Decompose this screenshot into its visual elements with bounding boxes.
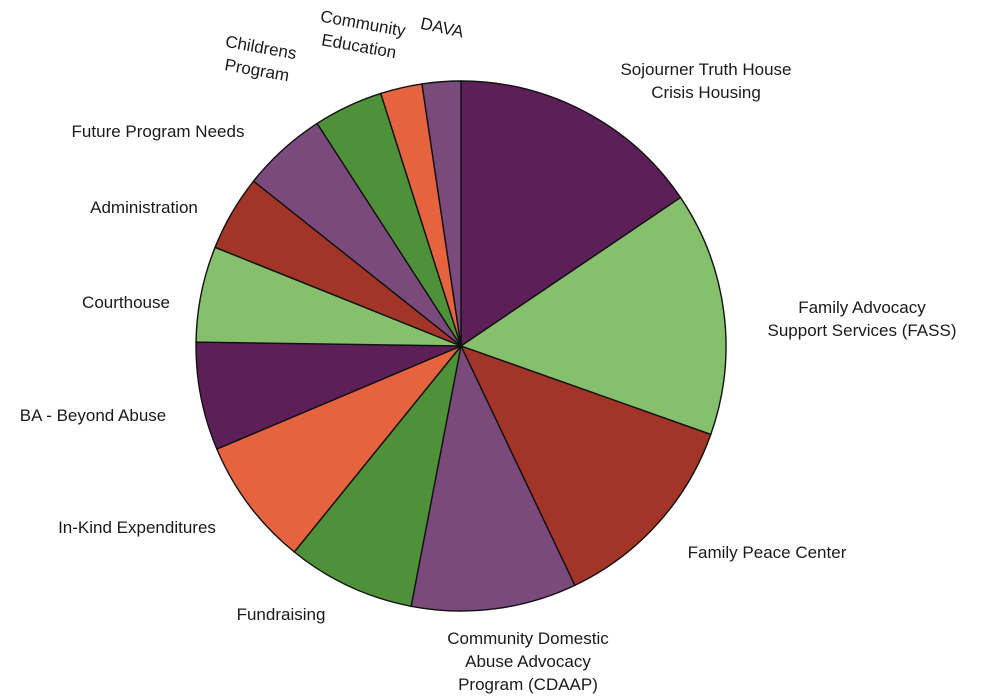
slice-label-11: CommunityEducation xyxy=(315,7,407,63)
slice-label-0: Sojourner Truth House Crisis Housing xyxy=(620,60,791,102)
pie-slice-5 xyxy=(215,345,462,553)
slice-label-8: Administration xyxy=(90,198,198,217)
pie-slice-6 xyxy=(195,341,462,450)
slice-label-2: Family Peace Center xyxy=(688,543,847,562)
pie-slice-12 xyxy=(421,80,462,347)
slice-label-4: Fundraising xyxy=(237,605,326,624)
slice-label-9: Future Program Needs xyxy=(72,122,245,141)
slice-label-7: Courthouse xyxy=(82,293,170,312)
pie-slice-0 xyxy=(460,80,682,348)
pie-slice-4 xyxy=(293,345,462,608)
pie-slice-3 xyxy=(410,343,576,612)
slice-label-12: DAVA xyxy=(419,14,466,42)
slice-label-5: In-Kind Expenditures xyxy=(58,518,216,537)
slice-label-6: BA - Beyond Abuse xyxy=(20,406,167,425)
slice-label-1: Family Advocacy Support Services (FASS) xyxy=(768,298,957,340)
pie-slice-2 xyxy=(459,344,712,587)
slice-label-10: ChildrensProgram xyxy=(220,32,298,86)
pie-slice-1 xyxy=(459,196,727,436)
pie-labels: Sojourner Truth House Crisis Housing Famil… xyxy=(20,7,957,694)
slice-label-3: Community Domestic Abuse Advocacy Program … xyxy=(447,629,609,694)
pie-slices xyxy=(195,80,727,612)
